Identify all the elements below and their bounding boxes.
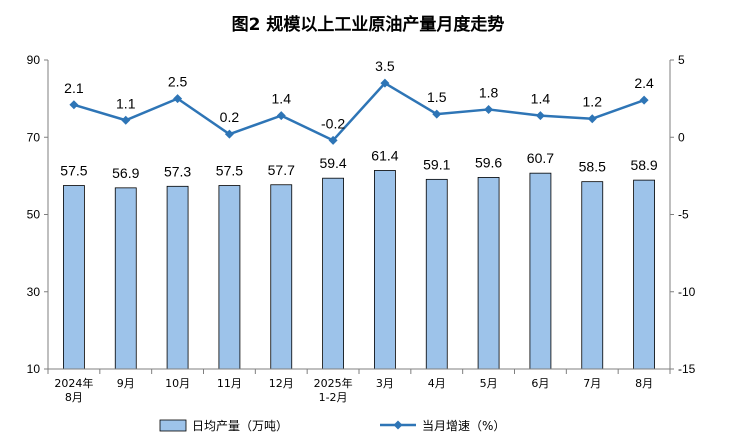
line-point [484, 104, 494, 114]
left-axis: 10 30 50 70 90 [27, 53, 49, 376]
x-tick-label: 8月 [65, 391, 83, 404]
x-tick-label: 9月 [117, 377, 135, 390]
bar [425, 178, 448, 370]
line-data-label: 3.5 [375, 58, 395, 74]
x-tick-label: 3月 [376, 377, 394, 390]
x-tick-label: 1-2月 [319, 391, 348, 404]
bar-data-label: 59.1 [423, 156, 450, 172]
bar [581, 181, 604, 370]
left-tick-label: 70 [27, 130, 41, 144]
line-data-label: 1.4 [272, 91, 292, 107]
left-tick-label: 50 [27, 208, 41, 222]
bar [529, 172, 552, 370]
legend-line-label: 当月增速（%） [422, 419, 505, 433]
line-data-label: 0.2 [220, 109, 240, 125]
x-tick-label: 12月 [269, 377, 294, 390]
line-point [535, 111, 545, 121]
line-series [69, 78, 649, 145]
line-point [69, 100, 79, 110]
x-tick-label: 5月 [480, 377, 498, 390]
line-data-label: 1.8 [479, 84, 499, 100]
line-point [639, 95, 649, 105]
bar [374, 170, 396, 370]
chart-title: 图2 规模以上工业原油产量月度走势 [232, 14, 505, 35]
bar-data-label: 57.3 [164, 163, 191, 179]
line-point [121, 115, 131, 125]
line-data-label: 2.4 [634, 75, 654, 91]
right-tick-label: -5 [678, 208, 689, 222]
line-point [587, 114, 597, 124]
left-tick-label: 10 [27, 362, 41, 376]
bar-data-label: 58.9 [630, 157, 657, 173]
line-data-label: -0.2 [321, 115, 345, 131]
x-tick-label: 10月 [165, 377, 190, 390]
bar-series [63, 170, 655, 370]
line-data-label: 1.2 [583, 94, 603, 110]
bar-labels: 57.5 56.9 57.3 57.5 57.7 59.4 61.4 59.1 59.6 60.7… [60, 147, 658, 180]
bar-data-label: 57.7 [268, 162, 295, 178]
right-tick-label: -15 [678, 362, 696, 376]
bar [166, 185, 189, 370]
x-tick-label: 4月 [428, 377, 446, 390]
bar [218, 185, 241, 370]
bar [270, 184, 293, 370]
bar [63, 185, 85, 370]
line-data-label: 1.4 [531, 91, 551, 107]
line-data-label: 2.5 [168, 74, 188, 90]
legend-bar-swatch [159, 419, 187, 432]
x-tick-label: 7月 [583, 377, 601, 390]
left-tick-label: 30 [27, 285, 41, 299]
bar [477, 177, 500, 370]
bar [322, 177, 344, 370]
x-tick-label: 8月 [635, 377, 653, 390]
bar-data-label: 58.5 [579, 159, 606, 175]
line-data-label: 1.1 [116, 95, 136, 111]
line-point [276, 111, 286, 121]
right-tick-label: -10 [678, 285, 696, 299]
x-tick-label: 2025年 [314, 376, 353, 390]
bar-data-label: 61.4 [371, 147, 398, 163]
line-point [328, 135, 338, 145]
bar [114, 187, 137, 370]
line-point [173, 94, 183, 104]
bar-data-label: 57.5 [216, 163, 243, 179]
right-tick-label: 0 [678, 130, 685, 144]
growth-line [73, 81, 645, 142]
legend-bar-label: 日均产量（万吨） [192, 419, 288, 433]
bar [633, 179, 655, 370]
right-tick-label: 5 [678, 53, 685, 67]
x-tick-label: 11月 [217, 377, 242, 390]
line-data-label: 2.1 [64, 80, 84, 96]
bar-data-label: 57.5 [60, 163, 87, 179]
bar-data-label: 59.6 [475, 154, 502, 170]
line-point [380, 78, 390, 88]
legend-line-marker [393, 420, 403, 430]
legend: 日均产量（万吨） 当月增速（%） [159, 419, 505, 433]
line-point [432, 109, 442, 119]
bar-data-label: 56.9 [112, 165, 139, 181]
bar-data-label: 60.7 [527, 150, 554, 166]
right-axis: -15 -10 -5 0 5 [669, 53, 696, 376]
x-tick-label: 6月 [531, 377, 549, 390]
line-point [224, 129, 234, 139]
left-tick-label: 90 [27, 53, 41, 67]
bar-data-label: 59.4 [319, 155, 346, 171]
line-labels: 2.1 1.1 2.5 0.2 1.4 -0.2 3.5 1.5 1.8 1.4 1.2 2.4 [64, 58, 654, 131]
line-data-label: 1.5 [427, 89, 447, 105]
x-tick-label: 2024年 [54, 376, 93, 390]
